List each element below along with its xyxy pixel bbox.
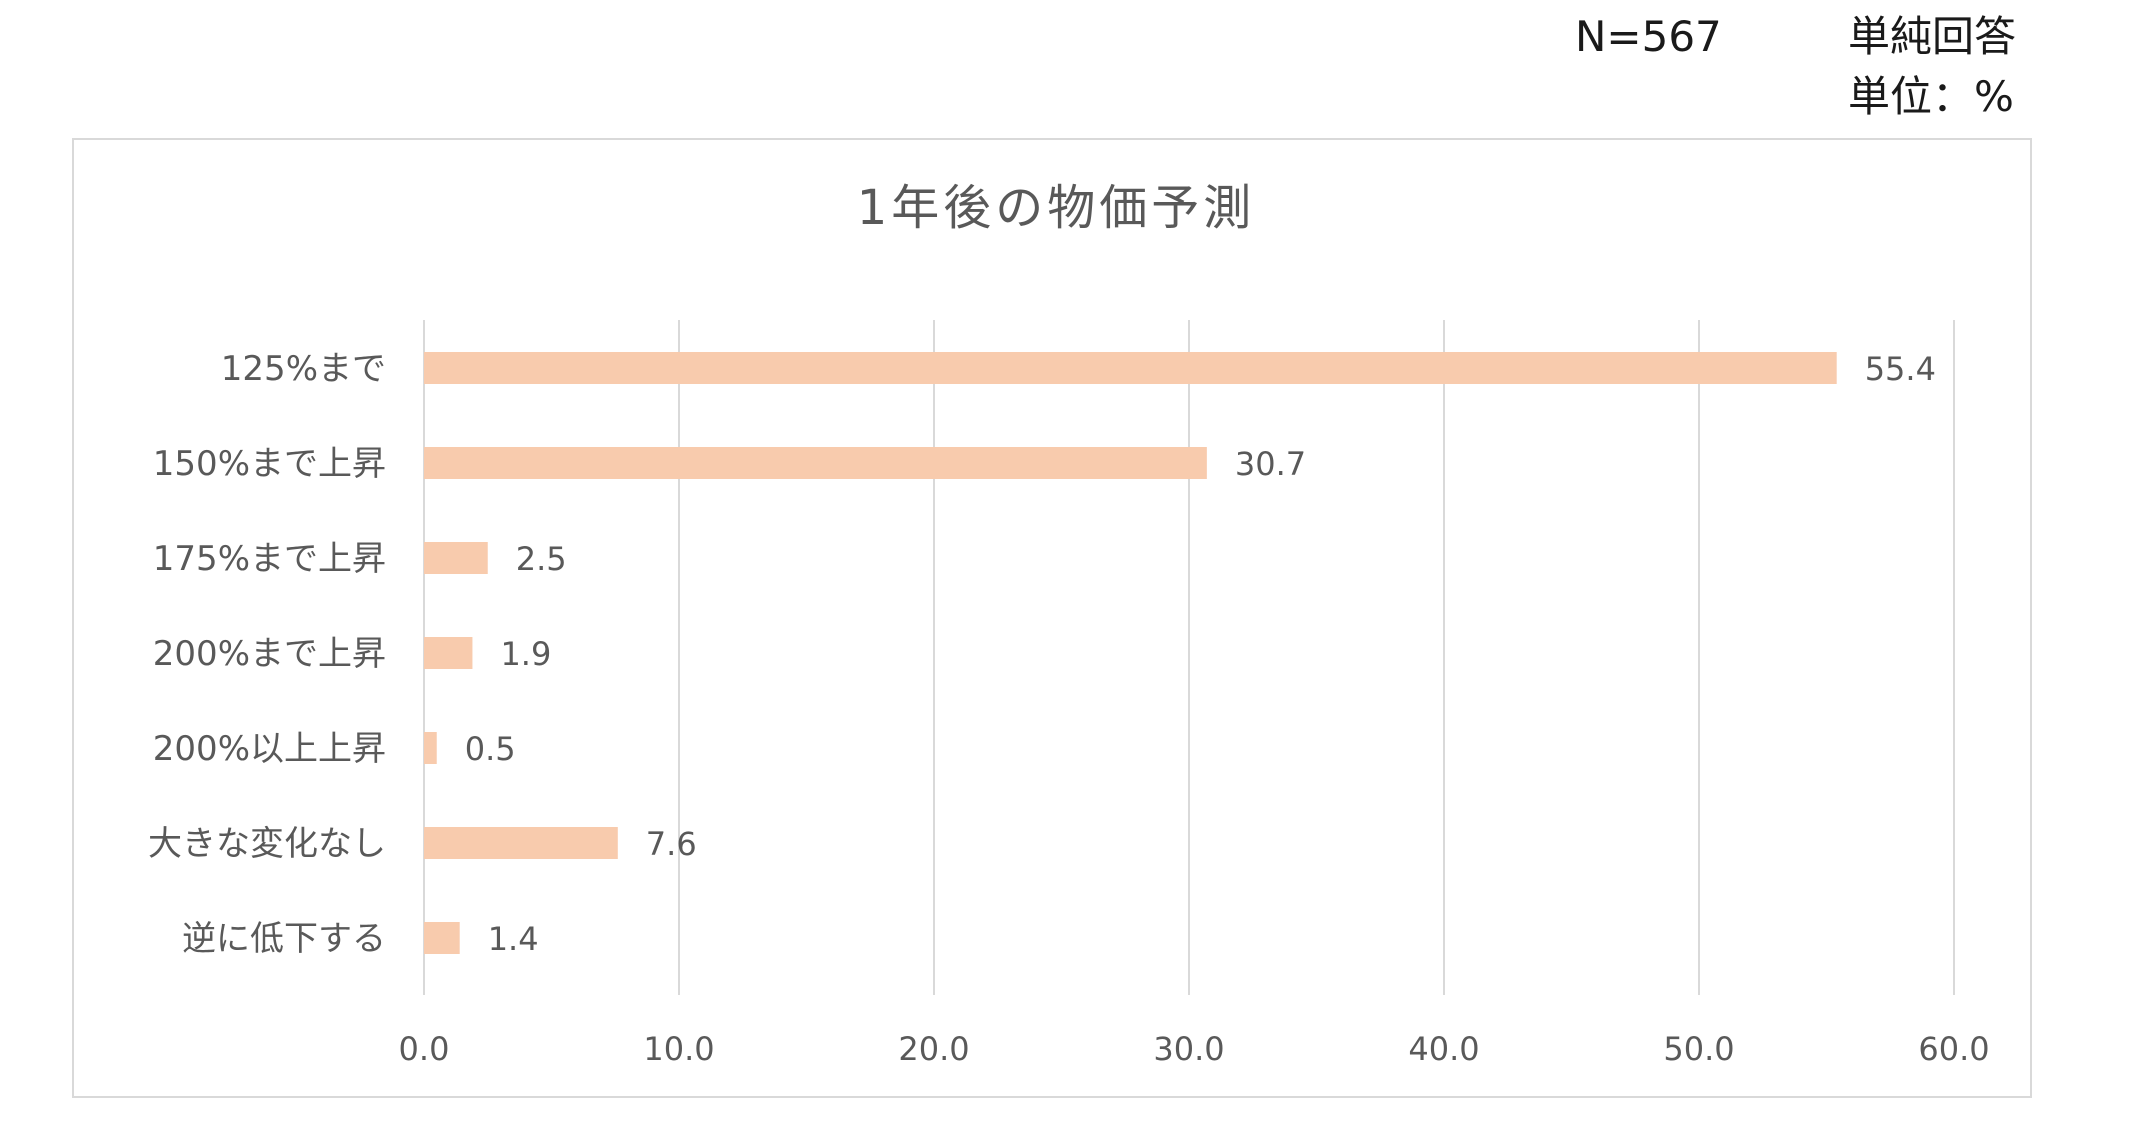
value-label: 7.6 — [646, 825, 697, 863]
category-label: 大きな変化なし — [148, 824, 386, 864]
value-label: 1.4 — [488, 920, 539, 958]
bar — [424, 732, 437, 764]
value-label: 30.7 — [1235, 445, 1306, 483]
unit-label: 単位：% — [1848, 72, 2014, 121]
value-label: 2.5 — [516, 540, 567, 578]
value-label: 1.9 — [500, 635, 551, 673]
value-label: 0.5 — [465, 730, 516, 768]
bar — [424, 827, 618, 859]
category-label: 200%まで上昇 — [153, 634, 386, 674]
category-label: 125%まで — [221, 349, 386, 389]
bar — [424, 352, 1837, 384]
bar — [424, 637, 473, 669]
value-labels: 55.4 30.7 2.5 1.9 0.5 7.6 1.4 — [465, 350, 1936, 958]
x-tick-labels: 0.0 10.0 20.0 30.0 40.0 50.0 60.0 — [399, 1030, 1990, 1068]
x-tick-label: 0.0 — [399, 1030, 450, 1068]
answer-type-label: 単純回答 — [1848, 12, 2017, 61]
bar — [424, 447, 1207, 479]
x-tick-label: 50.0 — [1663, 1030, 1734, 1068]
category-label: 175%まで上昇 — [153, 539, 386, 579]
category-label: 逆に低下する — [182, 919, 386, 959]
category-label: 150%まで上昇 — [153, 444, 386, 484]
x-tick-label: 10.0 — [643, 1030, 714, 1068]
category-label: 200%以上上昇 — [153, 729, 386, 769]
chart-title: 1年後の物価予測 — [857, 180, 1256, 236]
x-tick-label: 30.0 — [1153, 1030, 1224, 1068]
x-tick-label: 40.0 — [1408, 1030, 1479, 1068]
bar — [424, 922, 460, 954]
bar-chart: 1年後の物価予測 55.430.72.51.90.57.61.4 125%まで1… — [148, 180, 1990, 1068]
category-labels: 125%まで 150%まで上昇 175%まで上昇 200%まで上昇 200%以上上昇大き… — [148, 349, 386, 959]
x-tick-label: 60.0 — [1918, 1030, 1989, 1068]
chart-frame: 1年後の物価予測 55.4 30.7 2.5 1.9 0.5 7.6 1.4 125%まで 1… — [72, 138, 2032, 1098]
gridlines — [423, 320, 1955, 995]
value-label: 55.4 — [1865, 350, 1936, 388]
bars — [424, 352, 1837, 954]
bar — [424, 542, 488, 574]
x-tick-label: 20.0 — [898, 1030, 969, 1068]
sample-size-label: N=567 — [1575, 12, 1722, 61]
